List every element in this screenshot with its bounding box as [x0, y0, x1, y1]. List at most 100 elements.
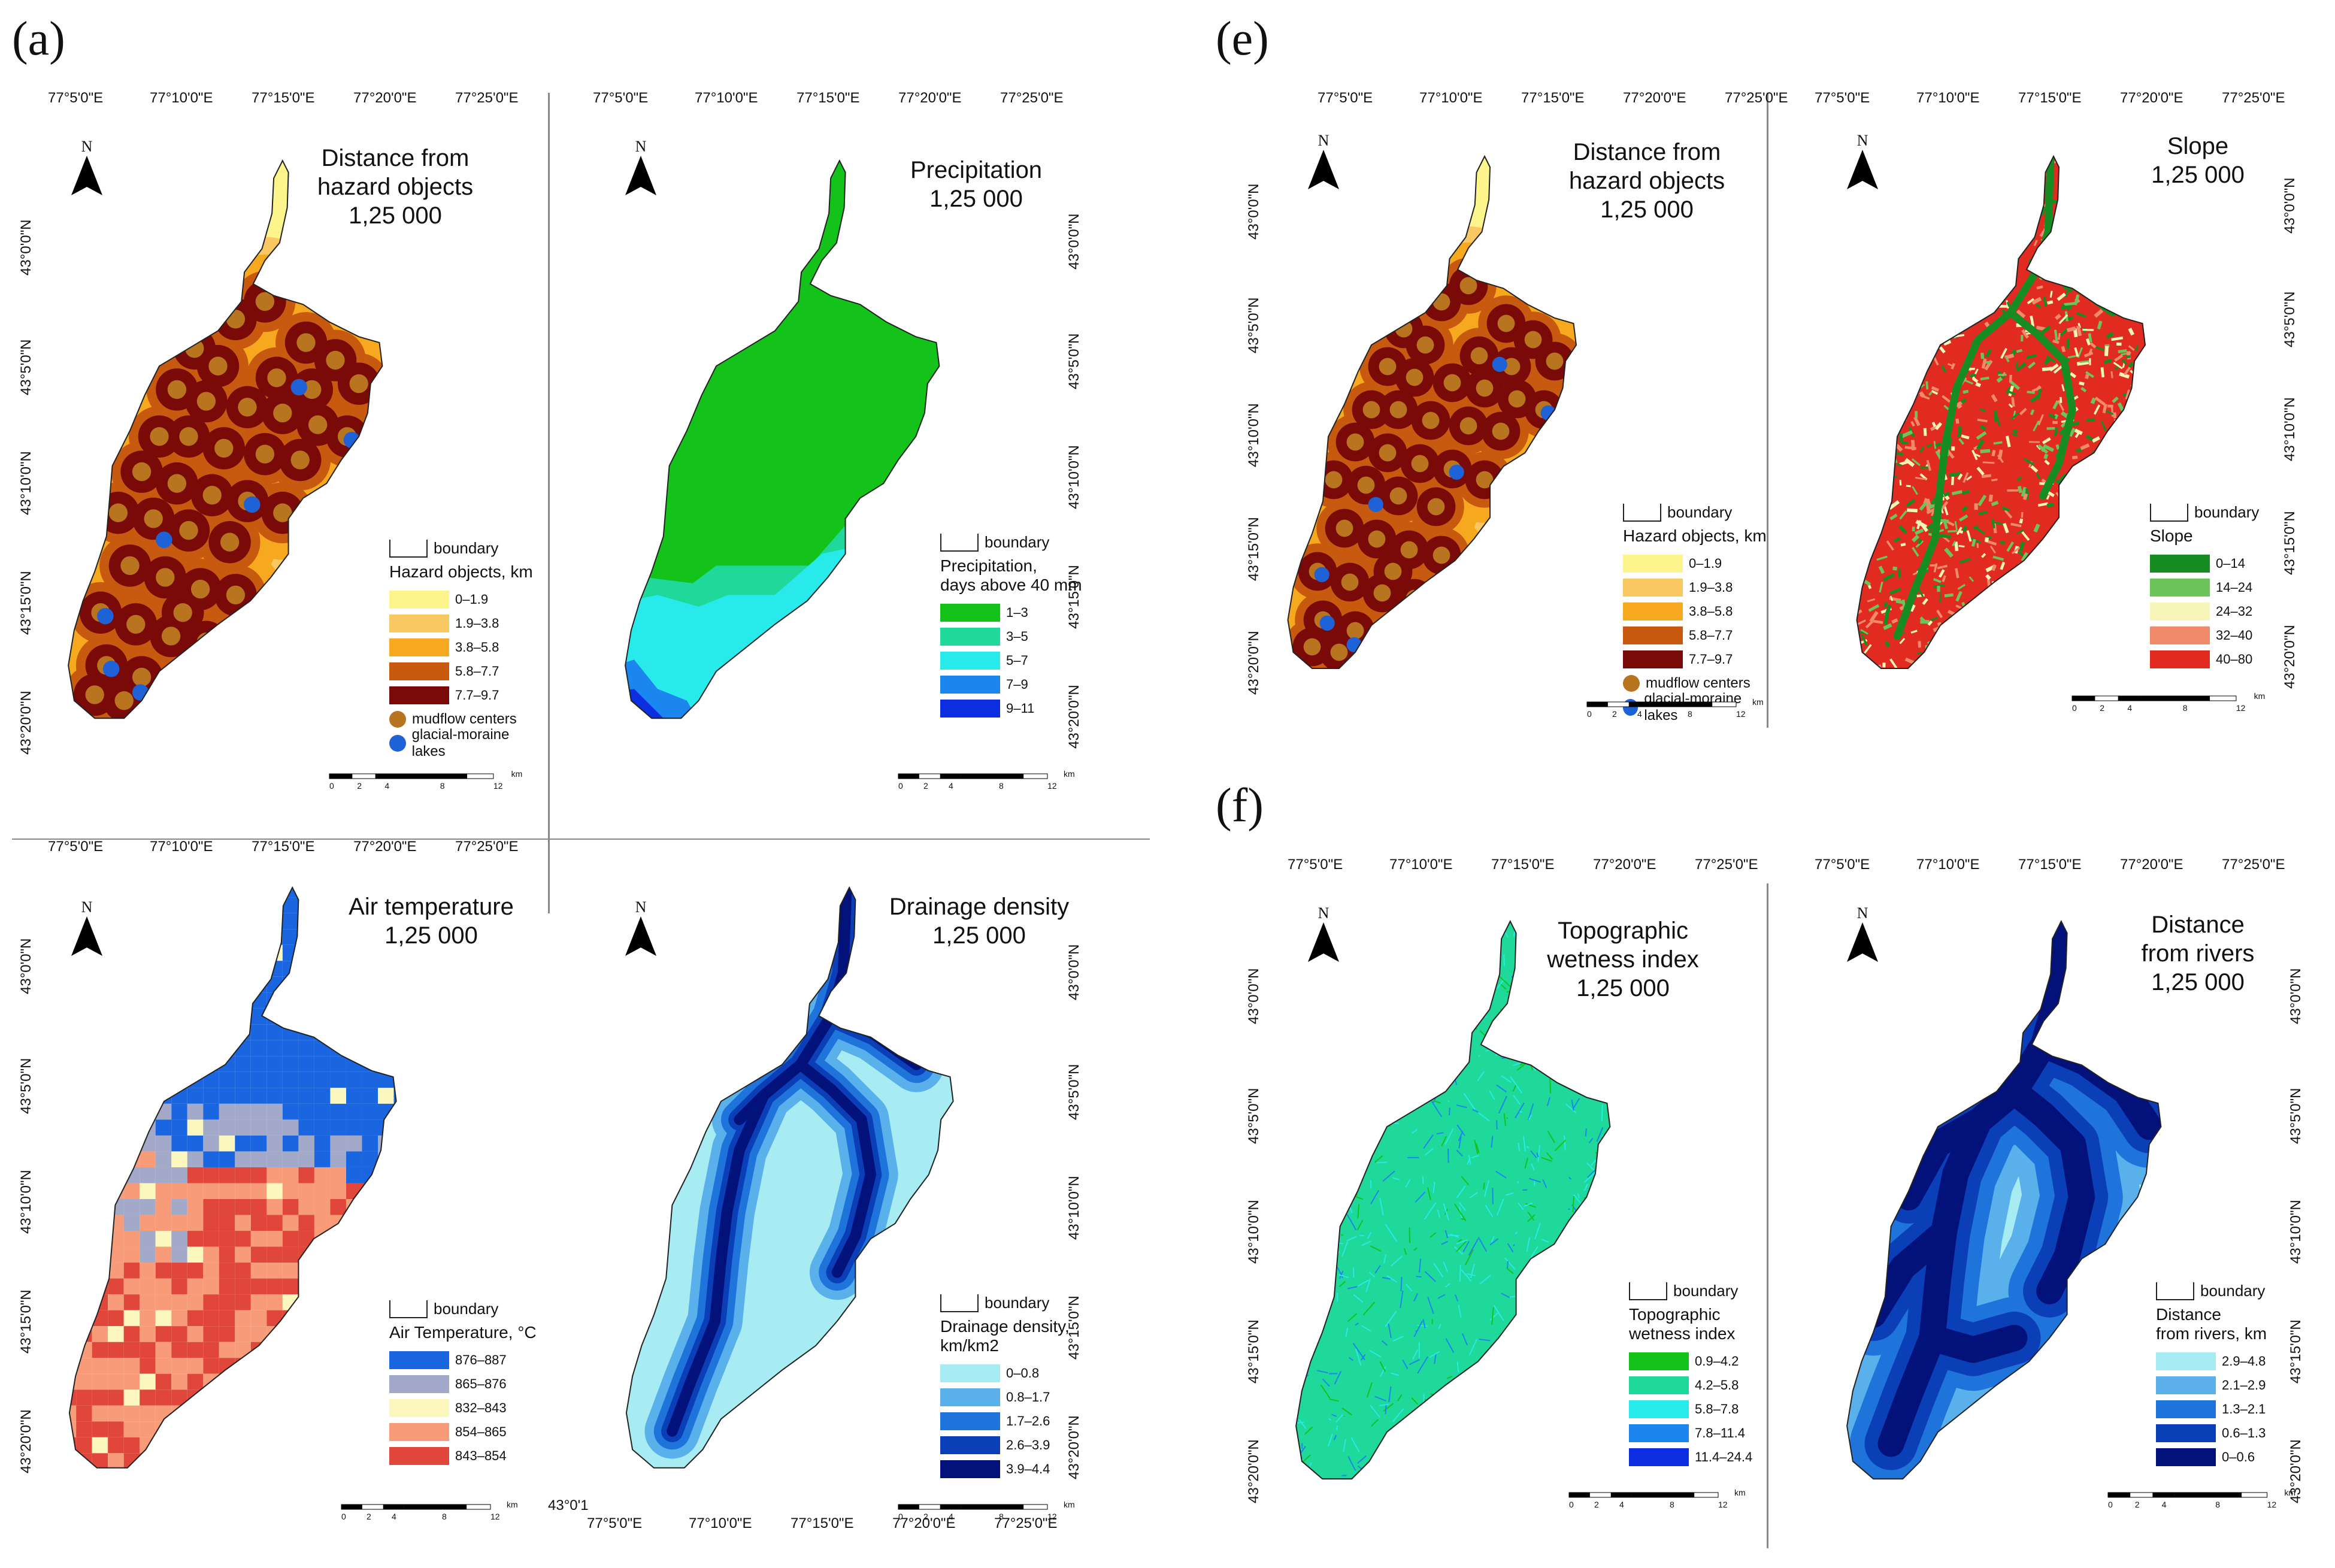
slope-texture: [2061, 346, 2066, 353]
legend-row: 0–14: [2150, 552, 2259, 576]
twi-texture: [1296, 1256, 1304, 1259]
legend-class-label: 1–3: [1006, 605, 1028, 620]
slope-texture: [2091, 205, 2101, 214]
twi-texture: [1273, 1421, 1283, 1424]
raster-cell: [140, 1485, 156, 1501]
raster-cell: [140, 961, 156, 977]
slope-texture: [1871, 492, 1879, 495]
raster-cell: [346, 1135, 362, 1152]
slope-texture: [1858, 423, 1864, 428]
twi-texture: [1343, 1439, 1346, 1452]
twi-texture: [1513, 1095, 1521, 1105]
slope-texture: [2051, 541, 2057, 552]
slope-texture: [2112, 505, 2120, 511]
slope-texture: [1940, 365, 1947, 373]
raster-cell: [140, 1421, 156, 1437]
raster-cell: [108, 1278, 124, 1295]
slope-texture: [2074, 431, 2080, 438]
raster-cell: [203, 1390, 219, 1406]
twi-texture: [1547, 1473, 1559, 1479]
slope-texture: [2140, 356, 2145, 364]
twi-texture: [1358, 921, 1367, 924]
raster-cell: [219, 1056, 235, 1072]
twi-texture: [1312, 1030, 1324, 1037]
twi-texture: [1373, 922, 1381, 928]
raster-cell: [92, 1135, 108, 1152]
slope-texture: [2033, 523, 2040, 533]
twi-texture: [1363, 1487, 1367, 1490]
slope-texture: [2002, 578, 2004, 588]
twi-texture: [1389, 1101, 1393, 1110]
raster-cell: [346, 1373, 362, 1390]
slope-texture: [2133, 613, 2139, 617]
twi-texture: [1335, 1414, 1343, 1423]
legend-class-label: 0.6–1.3: [2222, 1425, 2266, 1440]
slope-texture: [1842, 564, 1853, 569]
slope-texture: [2089, 192, 2097, 202]
raster-cell: [394, 1469, 410, 1485]
slope-texture: [2101, 534, 2107, 540]
slope-texture: [2076, 187, 2080, 192]
slope-texture: [2088, 333, 2092, 343]
legend-row: 40–80: [2150, 647, 2259, 671]
slope-texture: [2046, 250, 2055, 258]
twi-texture: [1427, 980, 1433, 983]
legend-class-label: 3–5: [1006, 629, 1028, 644]
map-drainage-density: Drainage density 1,25 000 boundary Drainage…: [557, 839, 1102, 1533]
twi-texture: [1447, 1065, 1456, 1069]
slope-texture: [2092, 458, 2098, 461]
mudflow-center: [202, 486, 222, 505]
scale-unit: km: [1064, 1500, 1075, 1509]
twi-texture: [1459, 1265, 1461, 1282]
slope-texture: [1980, 449, 1991, 453]
slope-texture: [2105, 410, 2115, 416]
slope-texture: [1868, 604, 1880, 612]
slope-texture: [1998, 656, 2003, 665]
legend-class-label: 1.3–2.1: [2222, 1401, 2266, 1416]
twi-texture: [1609, 1061, 1610, 1065]
slope-texture: [1889, 174, 1893, 180]
slope-texture: [1895, 336, 1904, 341]
legend-class-label: 876–887: [455, 1352, 507, 1367]
slope-texture: [2097, 298, 2104, 304]
slope-texture: [1943, 193, 1950, 205]
raster-cell: [171, 1263, 187, 1279]
slope-texture: [1931, 332, 1940, 343]
raster-cell: [219, 1358, 235, 1374]
slope-texture: [1868, 223, 1875, 228]
twi-texture: [1483, 982, 1494, 987]
twi-texture: [1418, 1478, 1422, 1479]
raster-cell: [155, 1119, 172, 1136]
legend-swatch: [1629, 1352, 1689, 1370]
latitude-tick: 43°20'0"N: [18, 1409, 34, 1473]
mudflow-center: [1335, 519, 1353, 537]
slope-texture: [1831, 325, 1837, 330]
longitude-tick: 77°15'0"E: [791, 1515, 854, 1531]
slope-texture: [2111, 336, 2124, 341]
twi-texture: [1355, 1348, 1362, 1366]
raster-cell: [298, 1151, 314, 1167]
raster-cell: [346, 1469, 362, 1485]
slope-texture: [2155, 324, 2164, 332]
legend-class-label: 5.8–7.8: [1695, 1401, 1739, 1416]
slope-texture: [1969, 246, 1978, 255]
raster-cell: [266, 1151, 283, 1167]
raster-cell: [282, 1453, 299, 1468]
slope-texture: [1889, 658, 1898, 669]
slope-texture: [1874, 396, 1881, 399]
legend-class-label: 2.9–4.8: [2222, 1354, 2266, 1369]
twi-texture: [1435, 953, 1447, 958]
longitude-tick: 77°15'0"E: [1491, 856, 1555, 873]
raster-cell: [69, 1453, 77, 1468]
slope-texture: [2094, 569, 2100, 574]
map-air-temperature: Air temperature 1,25 000 boundary Air Tempe…: [12, 839, 545, 1533]
twi-texture: [1561, 1027, 1571, 1045]
twi-texture: [1382, 1170, 1395, 1182]
raster-cell: [266, 1215, 283, 1231]
slope-texture: [1882, 662, 1886, 668]
legend-boundary: boundary: [940, 533, 1082, 552]
legend-title-line: Distance: [2156, 1305, 2221, 1324]
slope-texture: [1910, 440, 1915, 450]
latitude-tick: 43°0'0"N: [2288, 968, 2304, 1024]
raster-cell: [171, 1103, 187, 1120]
